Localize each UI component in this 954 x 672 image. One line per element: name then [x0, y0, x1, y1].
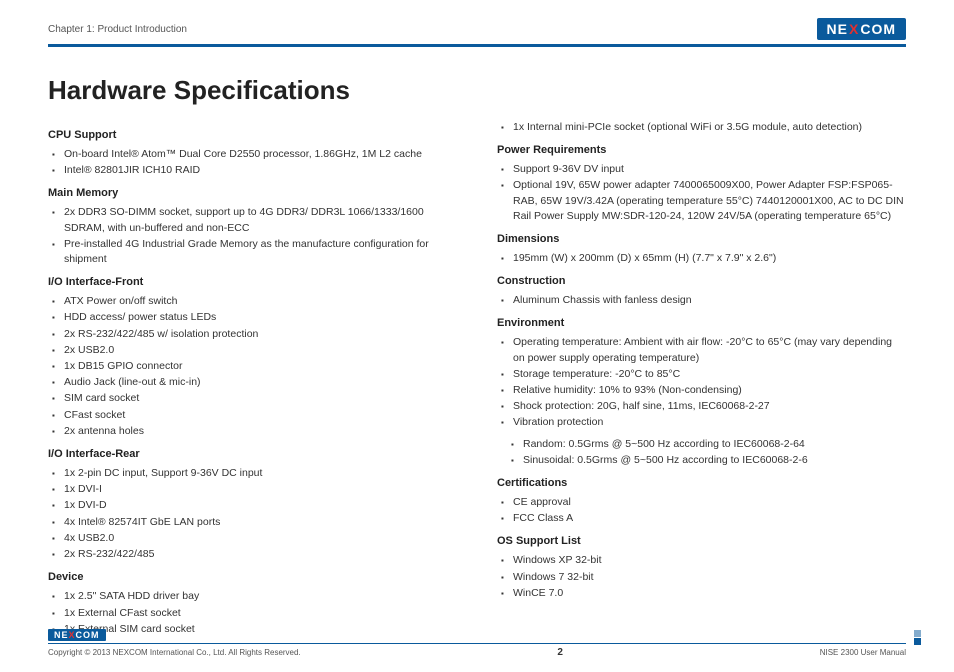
section-environment: Environment [497, 316, 906, 332]
logo-x-icon: X [69, 630, 76, 640]
logo-left: NE [827, 21, 848, 37]
list-item: 1x 2-pin DC input, Support 9-36V DC inpu… [52, 466, 457, 481]
page-title: Hardware Specifications [48, 75, 906, 106]
list-item: Sinusoidal: 0.5Grms @ 5~500 Hz according… [511, 453, 906, 468]
list-item: Aluminum Chassis with fanless design [501, 293, 906, 308]
list-item: 1x Internal mini-PCIe socket (optional W… [501, 120, 906, 135]
page-number: 2 [557, 647, 563, 658]
list-item: 2x antenna holes [52, 424, 457, 439]
section-construction: Construction [497, 274, 906, 290]
list-item: Audio Jack (line-out & mic-in) [52, 375, 457, 390]
list-item: CFast socket [52, 408, 457, 423]
list-item: 1x 2.5" SATA HDD driver bay [52, 589, 457, 604]
section-dimensions: Dimensions [497, 232, 906, 248]
list-item: 2x RS-232/422/485 [52, 547, 457, 562]
list-item: 195mm (W) x 200mm (D) x 65mm (H) (7.7" x… [501, 251, 906, 266]
list-item: Windows XP 32-bit [501, 553, 906, 568]
copyright-text: Copyright © 2013 NEXCOM International Co… [48, 648, 301, 657]
logo-left: NE [54, 630, 69, 640]
list-item: Optional 19V, 65W power adapter 74000650… [501, 178, 906, 224]
list-item: Support 9-36V DV input [501, 162, 906, 177]
logo-right: COM [76, 630, 100, 640]
footer-logo: NEXCOM [48, 629, 106, 641]
left-column: CPU Support On-board Intel® Atom™ Dual C… [48, 120, 457, 643]
section-power: Power Requirements [497, 143, 906, 159]
section-io-front: I/O Interface-Front [48, 275, 457, 291]
list-item: SIM card socket [52, 391, 457, 406]
list-item: HDD access/ power status LEDs [52, 310, 457, 325]
list-item: 1x DVI-I [52, 482, 457, 497]
list-item: 4x USB2.0 [52, 531, 457, 546]
list-item: 1x DVI-D [52, 498, 457, 513]
doc-title: NISE 2300 User Manual [820, 648, 906, 657]
footer: NEXCOM Copyright © 2013 NEXCOM Internati… [48, 625, 906, 658]
section-os-support: OS Support List [497, 534, 906, 550]
section-certifications: Certifications [497, 476, 906, 492]
list-item: 1x External CFast socket [52, 606, 457, 621]
list-item: Windows 7 32-bit [501, 570, 906, 585]
list-item: Operating temperature: Ambient with air … [501, 335, 906, 365]
list-item: Pre-installed 4G Industrial Grade Memory… [52, 237, 457, 267]
list-item: Vibration protection [501, 415, 906, 430]
list-item: 2x USB2.0 [52, 343, 457, 358]
list-item: Shock protection: 20G, half sine, 11ms, … [501, 399, 906, 414]
list-item: 4x Intel® 82574IT GbE LAN ports [52, 515, 457, 530]
right-column: 1x Internal mini-PCIe socket (optional W… [497, 120, 906, 643]
list-item: 2x DDR3 SO-DIMM socket, support up to 4G… [52, 205, 457, 235]
list-item: CE approval [501, 495, 906, 510]
list-item: ATX Power on/off switch [52, 294, 457, 309]
logo-x-icon: X [849, 21, 859, 37]
chapter-label: Chapter 1: Product Introduction [48, 24, 187, 35]
list-item: WinCE 7.0 [501, 586, 906, 601]
list-item: FCC Class A [501, 511, 906, 526]
content-columns: CPU Support On-board Intel® Atom™ Dual C… [48, 120, 906, 643]
list-item: 1x DB15 GPIO connector [52, 359, 457, 374]
logo-right: COM [860, 21, 896, 37]
list-item: Relative humidity: 10% to 93% (Non-conde… [501, 383, 906, 398]
list-item: Intel® 82801JIR ICH10 RAID [52, 163, 457, 178]
section-main-memory: Main Memory [48, 186, 457, 202]
list-item: Storage temperature: -20°C to 85°C [501, 367, 906, 382]
section-cpu-support: CPU Support [48, 128, 457, 144]
section-device: Device [48, 570, 457, 586]
list-item: Random: 0.5Grms @ 5~500 Hz according to … [511, 437, 906, 452]
crop-marks-icon [914, 630, 924, 646]
section-io-rear: I/O Interface-Rear [48, 447, 457, 463]
brand-logo: NEXCOM [817, 18, 906, 40]
list-item: 2x RS-232/422/485 w/ isolation protectio… [52, 327, 457, 342]
header-bar: Chapter 1: Product Introduction NEXCOM [48, 18, 906, 47]
list-item: On-board Intel® Atom™ Dual Core D2550 pr… [52, 147, 457, 162]
